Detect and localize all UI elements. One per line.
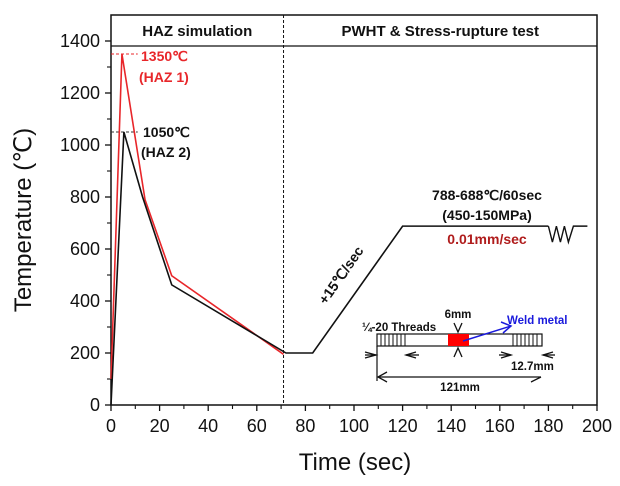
phase-label-pwht: PWHT & Stress-rupture test (341, 23, 539, 40)
x-axis-ticks: 0 20 40 60 80 100 120 140 160 180 200 (106, 405, 612, 436)
label-haz2-name: (HAZ 2) (141, 144, 191, 160)
y-tick-label: 200 (70, 343, 100, 363)
x-tick-label: 180 (533, 416, 563, 436)
series-line-haz2 (110, 131, 549, 406)
label-total-length: 121mm (440, 382, 480, 394)
total-length-arrow-right (530, 376, 542, 383)
y-tick-label: 0 (90, 395, 100, 415)
x-tick-label: 120 (388, 416, 418, 436)
x-tick-label: 80 (295, 416, 315, 436)
y-axis-ticks: 0 200 400 600 800 1000 1200 1400 (60, 31, 111, 415)
y-axis-title: Temperature (℃) (10, 128, 37, 312)
rupture-zigzag (547, 225, 588, 245)
specimen-schematic: Weld metal ¼-20 Threads 6mm 12.7mm 121mm (362, 309, 568, 394)
x-tick-label: 20 (150, 416, 170, 436)
weld-metal-region (448, 334, 469, 346)
x-tick-label: 200 (582, 416, 612, 436)
label-gauge: 6mm (445, 309, 472, 321)
label-weld-metal: Weld metal (507, 315, 568, 327)
thread-right (512, 334, 538, 346)
annotation-hold-condition: 788-688℃/60sec (432, 187, 542, 203)
series-line-haz1 (110, 53, 284, 380)
label-haz1-name: (HAZ 1) (139, 69, 189, 85)
y-tick-label: 1000 (60, 135, 100, 155)
x-tick-label: 40 (198, 416, 218, 436)
y-tick-label: 600 (70, 239, 100, 259)
total-length-arrow-left (376, 371, 388, 383)
x-tick-label: 100 (339, 416, 369, 436)
x-tick-label: 60 (247, 416, 267, 436)
gauge-arrow-top (453, 322, 463, 334)
x-tick-label: 140 (436, 416, 466, 436)
y-tick-label: 1400 (60, 31, 100, 51)
label-grip-length: 12.7mm (511, 361, 554, 373)
y-tick-label: 800 (70, 187, 100, 207)
y-tick-label: 400 (70, 291, 100, 311)
label-threads: ¼-20 Threads (362, 322, 436, 334)
x-tick-label: 160 (485, 416, 515, 436)
annotation-strain-rate: 0.01mm/sec (447, 231, 527, 247)
label-haz1-peak: 1350℃ (141, 48, 188, 64)
annotation-ramp-rate: +15℃/sec (315, 243, 366, 307)
annotation-stress-range: (450-150MPa) (442, 207, 532, 223)
x-axis-title: Time (sec) (299, 449, 411, 476)
label-haz2-peak: 1050℃ (143, 124, 190, 140)
phase-label-haz-simulation: HAZ simulation (142, 23, 252, 40)
weld-metal-arrowhead (500, 321, 513, 334)
y-tick-label: 1200 (60, 83, 100, 103)
gauge-arrow-bottom (453, 346, 463, 358)
weld-metal-arrow (462, 325, 512, 342)
x-tick-label: 0 (106, 416, 116, 436)
thread-left (380, 334, 406, 346)
